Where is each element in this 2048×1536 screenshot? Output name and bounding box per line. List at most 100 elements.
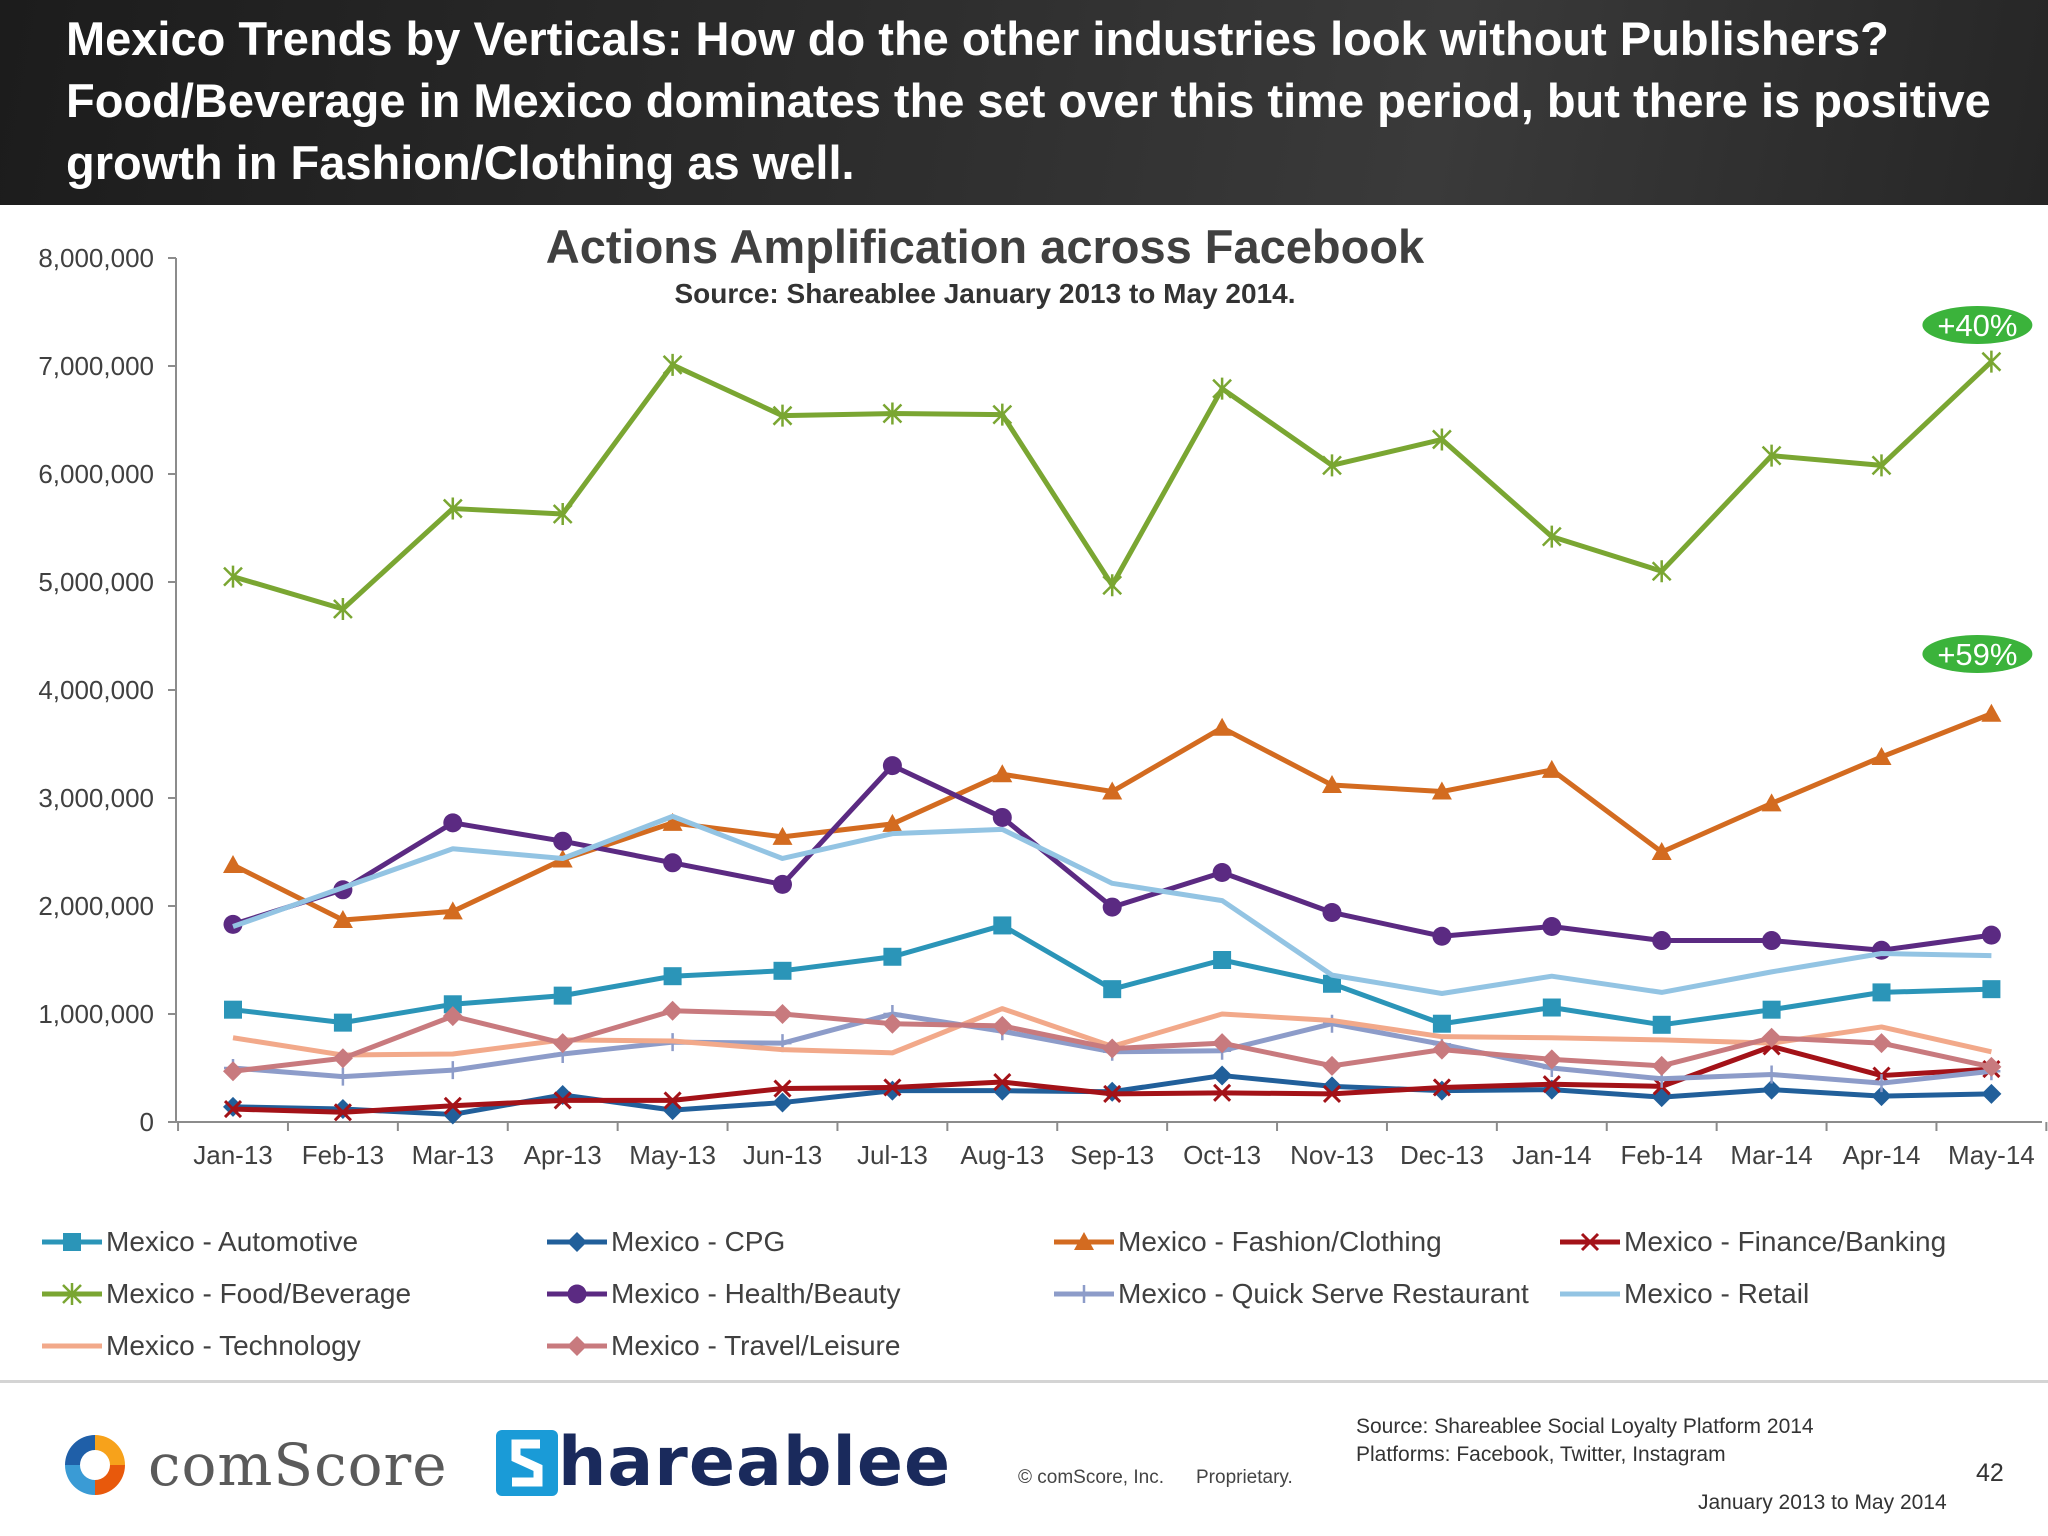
y-tick-label: 7,000,000: [38, 351, 154, 381]
data-point: [442, 901, 463, 920]
legend-swatch: [1054, 1232, 1114, 1250]
series-mexico-fashion-clothing: [223, 703, 2002, 929]
shareablee-logo-icon: [496, 1429, 558, 1496]
y-tick-label: 5,000,000: [38, 567, 154, 597]
y-tick-label: 8,000,000: [38, 243, 154, 273]
legend-item: Mexico - Travel/Leisure: [545, 1326, 900, 1366]
data-point: [1322, 1084, 1342, 1103]
series-mexico-travel-leisure: [223, 1000, 2002, 1082]
x-tick-label: May-14: [1948, 1140, 2035, 1170]
comscore-logo-icon: [65, 1435, 125, 1495]
legend-swatch-marker: [1075, 1285, 1093, 1303]
data-point: [1102, 781, 1123, 800]
data-point: [1761, 793, 1782, 812]
legend-swatch: [1054, 1285, 1114, 1303]
legend-item: Mexico - Food/Beverage: [40, 1274, 411, 1314]
source-line-2: Platforms: Facebook, Twitter, Instagram: [1356, 1443, 1726, 1466]
comscore-logo-text: comScore: [148, 1431, 448, 1499]
data-point: [992, 403, 1013, 426]
data-point: [1981, 1056, 2002, 1077]
series-line: [232, 359, 1994, 612]
data-point: [442, 497, 463, 520]
data-point: [332, 910, 353, 929]
legend-swatch: [547, 1284, 607, 1304]
legend-item: Mexico - CPG: [545, 1222, 785, 1262]
y-tick-label: 3,000,000: [38, 783, 154, 813]
annotation-bubble: [1922, 306, 2033, 344]
data-point: [552, 502, 573, 525]
x-tick-label: Jul-13: [857, 1140, 928, 1170]
x-tick-label: Apr-13: [524, 1140, 602, 1170]
legend-label: Mexico - Retail: [1624, 1278, 1810, 1309]
data-point: [1323, 974, 1341, 993]
data-point: [332, 1099, 353, 1120]
data-point: [1322, 454, 1342, 477]
source-line-1: Source: Shareablee Social Loyalty Platfo…: [1356, 1415, 1814, 1438]
data-point: [553, 1091, 572, 1110]
data-point: [223, 1096, 243, 1117]
legend-item: Mexico - Health/Beauty: [545, 1274, 900, 1314]
data-point: [1981, 703, 2002, 722]
data-point: [1432, 1078, 1451, 1097]
data-point: [1652, 1015, 1671, 1034]
x-tick-label: Jan-14: [1512, 1140, 1592, 1170]
data-point: [663, 967, 682, 986]
data-point: [443, 813, 463, 833]
data-point: [553, 831, 573, 851]
legend-item: Mexico - Finance/Banking: [1558, 1222, 1946, 1262]
slide-header: Mexico Trends by Verticals: How do the o…: [0, 0, 2048, 205]
data-point: [1212, 863, 1232, 883]
data-point: [882, 1080, 903, 1101]
data-point: [992, 764, 1013, 783]
data-point: [882, 756, 902, 776]
data-point: [1103, 980, 1122, 999]
data-point: [1871, 454, 1892, 477]
slide-title: Mexico Trends by Verticals: How do the o…: [66, 12, 1991, 189]
data-point: [1102, 897, 1122, 917]
data-point: [1322, 775, 1342, 794]
data-point: [223, 1099, 243, 1119]
data-point: [443, 995, 462, 1014]
data-point: [1541, 759, 1562, 778]
legend-item: Mexico - Technology: [40, 1326, 361, 1366]
x-tick-label: Oct-13: [1183, 1140, 1261, 1170]
data-point: [333, 1067, 352, 1086]
annotation-label: +59%: [1937, 637, 2017, 672]
data-point: [1651, 1055, 1672, 1076]
data-point: [772, 1004, 793, 1024]
data-point: [883, 1078, 902, 1097]
data-point: [1871, 746, 1892, 765]
data-point: [443, 1061, 462, 1080]
x-tick-label: Feb-14: [1621, 1140, 1703, 1170]
data-point: [1872, 983, 1891, 1002]
y-tick-label: 2,000,000: [38, 891, 154, 921]
data-point: [1432, 1014, 1451, 1033]
data-point: [663, 853, 683, 873]
data-point: [882, 402, 903, 425]
data-point: [1981, 925, 2001, 945]
data-point: [1212, 1033, 1233, 1054]
data-point: [773, 961, 792, 980]
data-point: [1431, 1080, 1452, 1101]
page-number: 42: [1976, 1459, 2004, 1487]
data-point: [1542, 917, 1562, 937]
chart-layer: Actions Amplification across Facebook Sou…: [38, 220, 2048, 1170]
legend-swatch: [42, 1343, 102, 1349]
legend-swatch-marker: [1074, 1232, 1094, 1250]
legend-label: Mexico - CPG: [611, 1226, 786, 1257]
data-point: [1431, 1039, 1452, 1060]
data-point: [1762, 1000, 1781, 1019]
data-point: [993, 916, 1012, 935]
y-tick-label: 1,000,000: [38, 999, 154, 1029]
data-point: [443, 1096, 462, 1115]
legend-item: Mexico - Quick Serve Restaurant: [1052, 1274, 1529, 1314]
data-point: [662, 812, 683, 831]
growth-annotation: +40%: [1922, 306, 2033, 344]
shareablee-logo-text: hareablee: [558, 1423, 952, 1502]
data-point: [882, 813, 903, 832]
data-point: [662, 353, 683, 376]
data-point: [1212, 1065, 1233, 1086]
legend-swatch-marker: [567, 1232, 587, 1252]
legend-item: Mexico - Retail: [1558, 1274, 1809, 1314]
data-point: [662, 1000, 683, 1021]
